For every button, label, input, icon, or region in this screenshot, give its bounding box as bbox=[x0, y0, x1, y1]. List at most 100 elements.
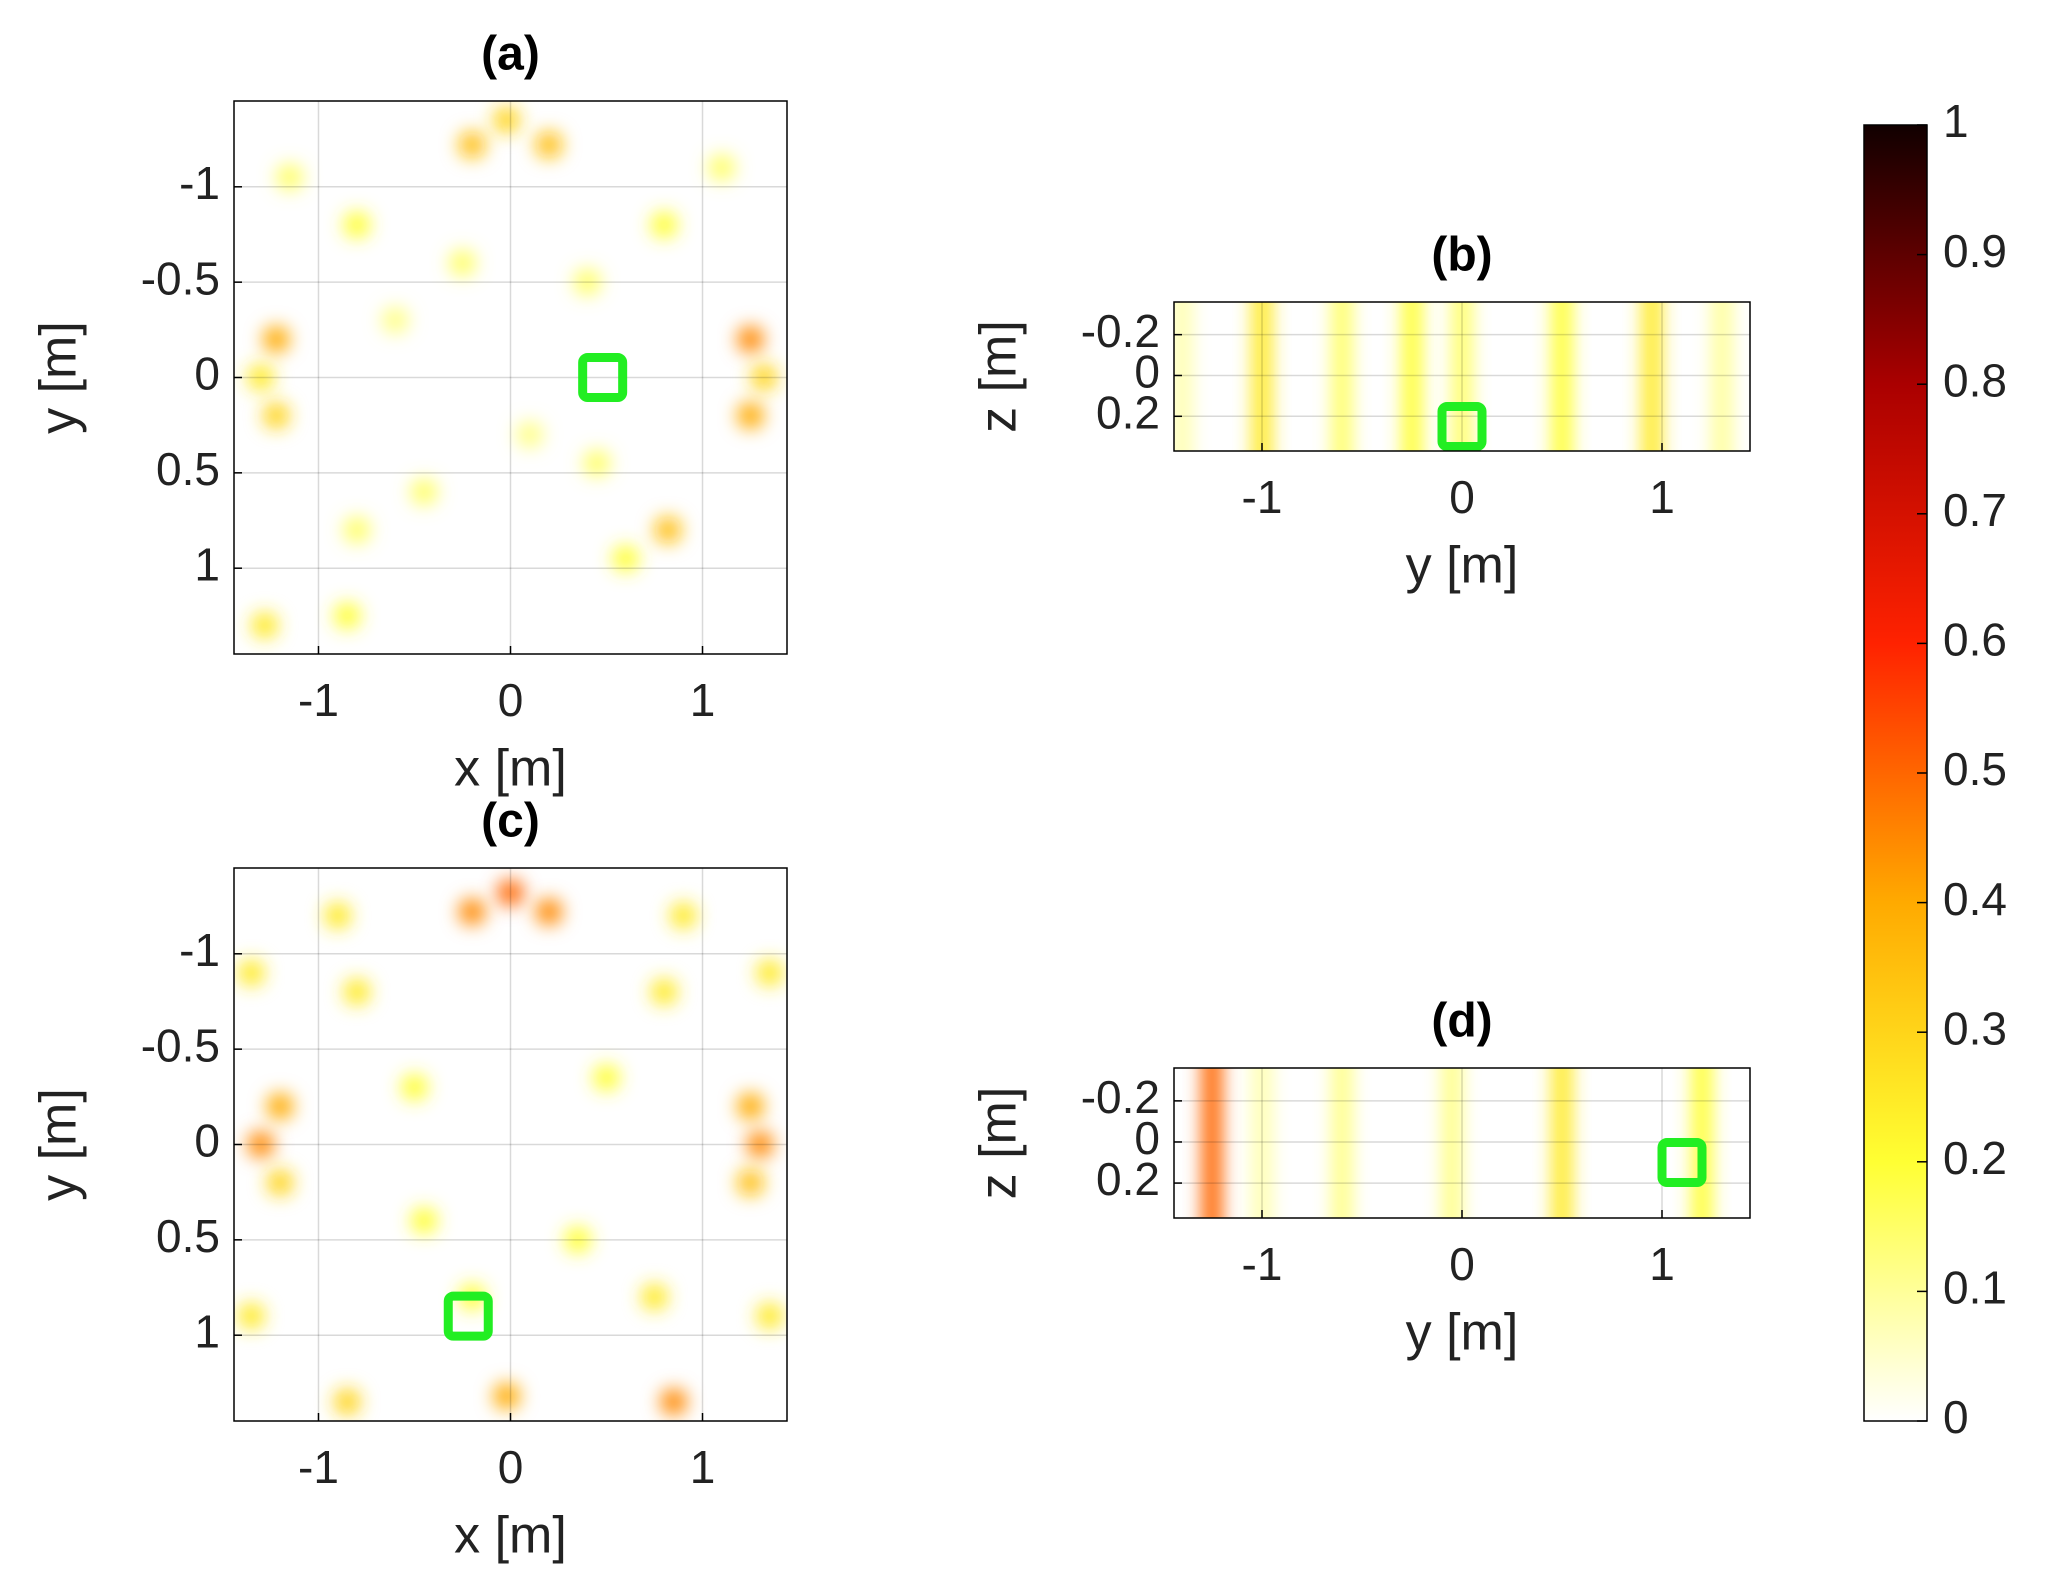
hotspot bbox=[708, 154, 736, 182]
hotspot bbox=[449, 249, 476, 277]
hotspot bbox=[756, 1302, 784, 1330]
colorbar-tick-label: 0.6 bbox=[1943, 614, 2007, 666]
hotspot bbox=[750, 364, 778, 391]
heatmap bbox=[247, 106, 778, 639]
x-axis-label: y [m] bbox=[1406, 1304, 1519, 1362]
hotspot bbox=[266, 1169, 294, 1197]
hotspot bbox=[262, 402, 290, 430]
target-marker bbox=[1437, 402, 1487, 452]
y-tick-label: 0 bbox=[194, 348, 220, 400]
hotspot bbox=[583, 449, 611, 477]
heatmap bbox=[237, 879, 784, 1416]
x-tick-label: -1 bbox=[298, 674, 339, 726]
colorbar-tick-label: 0.9 bbox=[1943, 225, 2007, 277]
hotspot bbox=[641, 1283, 668, 1311]
panel-title: (b) bbox=[1431, 229, 1492, 282]
stripe bbox=[1552, 302, 1572, 451]
panel-title: (c) bbox=[481, 795, 540, 848]
hotspot bbox=[650, 978, 678, 1006]
x-tick-label: 0 bbox=[498, 674, 524, 726]
target-marker bbox=[578, 353, 628, 402]
x-axis-label: x [m] bbox=[454, 740, 567, 798]
hotspot bbox=[237, 1302, 265, 1330]
y-tick-label: 0 bbox=[1134, 1112, 1160, 1164]
hotspot bbox=[458, 131, 486, 159]
hotspot bbox=[660, 1388, 688, 1416]
x-tick-label: 1 bbox=[1649, 1238, 1675, 1290]
stripe bbox=[1442, 1068, 1462, 1218]
stripe bbox=[1452, 302, 1472, 451]
hotspot bbox=[343, 978, 371, 1006]
hotspot bbox=[410, 1207, 438, 1235]
hotspot bbox=[333, 602, 361, 630]
hotspot bbox=[237, 959, 265, 987]
hotspot bbox=[737, 1092, 764, 1120]
hotspot bbox=[247, 1131, 275, 1158]
stripe bbox=[1332, 302, 1352, 451]
y-tick-label: 0.5 bbox=[156, 443, 220, 495]
x-tick-label: -1 bbox=[298, 1441, 339, 1493]
hotspot bbox=[343, 516, 371, 544]
y-tick-label: 1 bbox=[194, 538, 220, 590]
hotspot bbox=[654, 516, 682, 544]
hotspot bbox=[343, 211, 371, 239]
colorbar-frame bbox=[1863, 124, 1928, 1422]
colorbar bbox=[1864, 125, 1927, 1421]
hotspot bbox=[737, 1169, 764, 1197]
y-tick-label: 0.2 bbox=[1096, 386, 1160, 438]
heatmap bbox=[1202, 1068, 1712, 1218]
stripe bbox=[1402, 302, 1422, 451]
hotspot bbox=[262, 325, 290, 353]
stripe bbox=[1332, 1068, 1352, 1218]
hotspot bbox=[737, 325, 764, 353]
y-axis-label: z [m] bbox=[970, 320, 1028, 433]
hotspot bbox=[573, 268, 601, 296]
y-tick-label: -1 bbox=[179, 157, 220, 209]
stripe bbox=[1552, 1068, 1572, 1218]
colorbar-tick-label: 0.8 bbox=[1943, 354, 2007, 406]
y-tick-label: 0 bbox=[194, 1115, 220, 1167]
y-axis-label: y [m] bbox=[30, 321, 88, 434]
hotspot bbox=[737, 402, 764, 430]
stripe bbox=[1174, 302, 1192, 451]
y-tick-label: 1 bbox=[194, 1305, 220, 1357]
colorbar-tick-label: 0.1 bbox=[1943, 1262, 2007, 1314]
colorbar-tick-label: 0 bbox=[1943, 1391, 1969, 1443]
hotspot bbox=[516, 421, 544, 449]
stripe bbox=[1712, 302, 1732, 451]
hotspot bbox=[493, 1382, 521, 1410]
hotspot bbox=[535, 898, 563, 926]
target-marker bbox=[443, 1291, 493, 1341]
x-tick-label: -1 bbox=[1242, 1238, 1283, 1290]
colorbar-tick-label: 0.4 bbox=[1943, 873, 2007, 925]
hotspot bbox=[276, 163, 304, 191]
y-tick-label: -0.5 bbox=[141, 1019, 220, 1071]
x-tick-label: 0 bbox=[1449, 471, 1475, 523]
hotspot bbox=[410, 478, 438, 506]
colorbar-tick-label: 1 bbox=[1943, 95, 1969, 147]
hotspot bbox=[493, 106, 521, 134]
y-tick-label: -0.5 bbox=[141, 252, 220, 304]
colorbar-tick-label: 0.5 bbox=[1943, 743, 2007, 795]
y-axis-label: y [m] bbox=[30, 1088, 88, 1201]
hotspot bbox=[535, 131, 563, 159]
x-tick-label: 1 bbox=[1649, 471, 1675, 523]
y-axis-label: z [m] bbox=[970, 1087, 1028, 1200]
y-tick-label: 0.2 bbox=[1096, 1153, 1160, 1205]
hotspot bbox=[251, 611, 279, 639]
hotspot bbox=[497, 879, 524, 907]
x-axis-label: y [m] bbox=[1406, 537, 1519, 595]
colorbar-tick-label: 0.7 bbox=[1943, 484, 2007, 536]
hotspot bbox=[612, 545, 640, 573]
panel-title: (a) bbox=[481, 28, 540, 81]
target-marker bbox=[1657, 1138, 1707, 1188]
heatmap bbox=[1174, 302, 1732, 451]
y-tick-label: -0.2 bbox=[1081, 305, 1160, 357]
hotspot bbox=[650, 211, 678, 239]
x-tick-label: -1 bbox=[1242, 471, 1283, 523]
axes-frame bbox=[233, 867, 788, 1422]
y-tick-label: 0 bbox=[1134, 346, 1160, 398]
axes-frame bbox=[1173, 301, 1751, 452]
